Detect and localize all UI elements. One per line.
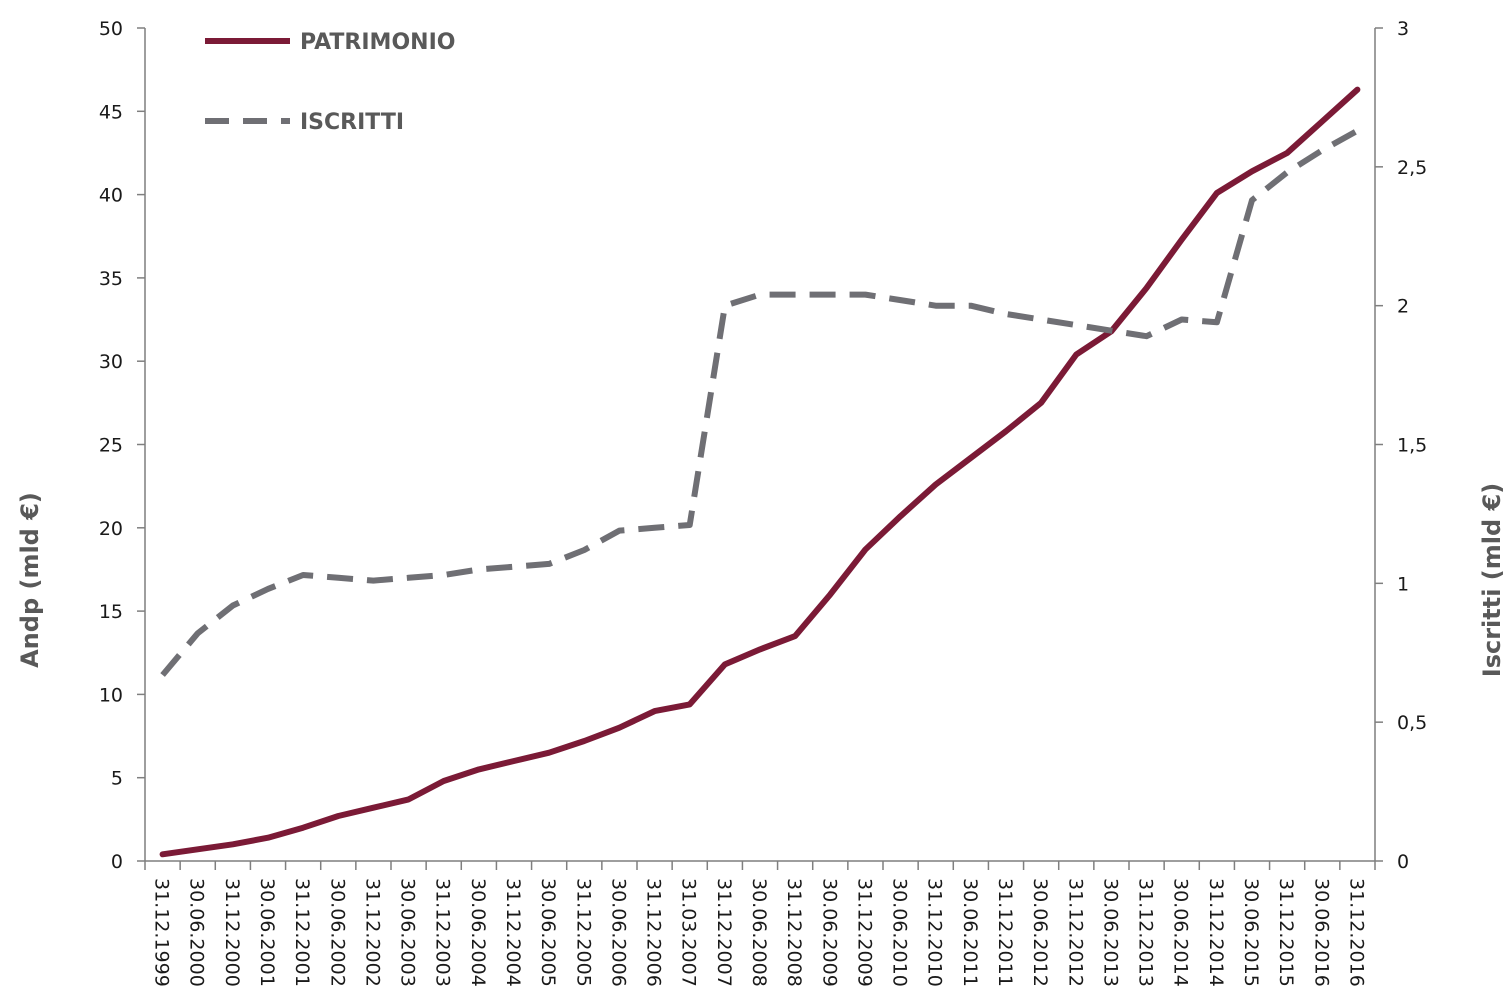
- x-tick-label: 31.12.2015: [1275, 878, 1297, 987]
- left-tick-label: 45: [99, 101, 123, 123]
- x-tick-label: 31.12.2006: [643, 878, 665, 987]
- x-tick-label: 30.06.2008: [748, 878, 770, 987]
- legend: PATRIMONIO ISCRITTI: [205, 30, 455, 135]
- left-tick-label: 50: [99, 18, 123, 40]
- x-tick-label: 31.12.1999: [151, 878, 173, 987]
- x-tick-label: 31.12.2016: [1345, 878, 1367, 987]
- x-tick-label: 30.06.2001: [256, 878, 278, 987]
- x-tick-label: 31.12.2012: [1064, 878, 1086, 987]
- legend-label-iscritti: ISCRITTI: [300, 110, 404, 135]
- x-tick-label: 30.06.2014: [1170, 878, 1192, 987]
- x-tick-label: 31.12.2013: [1135, 878, 1157, 987]
- x-tick-label: 30.06.2000: [186, 878, 208, 987]
- series-lines: [159, 86, 1361, 858]
- x-tick-label: 31.12.2014: [1205, 878, 1227, 987]
- x-tick-label: 30.06.2006: [607, 878, 629, 987]
- right-tick-label: 1,5: [1397, 435, 1427, 457]
- left-tick-label: 15: [99, 601, 123, 623]
- right-tick-label: 2: [1397, 296, 1409, 318]
- x-tick-label: 31.12.2011: [994, 878, 1016, 987]
- left-tick-label: 10: [99, 684, 123, 706]
- x-tick-label: 31.12.2004: [502, 878, 524, 987]
- x-tick-label: 31.12.2010: [924, 878, 946, 987]
- right-y-axis-ticks: 0 0,5 1 1,5 2 2,5 3: [1375, 18, 1427, 873]
- x-tick-label: 31.12.2000: [221, 878, 243, 987]
- x-tick-label: 30.06.2012: [1029, 878, 1051, 987]
- x-axis-ticks: 31.12.1999 30.06.2000 31.12.2000 30.06.2001…: [144, 861, 1376, 987]
- right-axis-title: Iscritti (mld €): [1478, 483, 1506, 677]
- series-line-iscritti: [160, 128, 1359, 677]
- right-tick-label: 1: [1397, 573, 1409, 595]
- x-tick-label: 30.06.2009: [818, 878, 840, 987]
- x-tick-label: 31.12.2002: [361, 878, 383, 987]
- x-tick-label: 30.06.2002: [326, 878, 348, 987]
- x-tick-label: 30.06.2015: [1240, 878, 1262, 987]
- x-tick-label: 31.12.2009: [853, 878, 875, 987]
- right-tick-label: 2,5: [1397, 157, 1427, 179]
- x-tick-label: 30.06.2011: [959, 878, 981, 987]
- right-tick-label: 3: [1397, 18, 1409, 40]
- legend-label-patrimonio: PATRIMONIO: [300, 30, 455, 55]
- left-tick-label: 5: [111, 768, 123, 790]
- x-tick-label: 30.06.2016: [1310, 878, 1332, 987]
- left-y-axis-ticks: 0 5 10 15 20 25 30 35 40 45 50: [99, 18, 145, 873]
- x-tick-label: 30.06.2005: [537, 878, 559, 987]
- left-tick-label: 25: [99, 435, 123, 457]
- series-line-patrimonio: [159, 86, 1361, 858]
- x-tick-label: 31.12.2003: [432, 878, 454, 987]
- x-tick-label: 31.12.2007: [713, 878, 735, 987]
- left-tick-label: 35: [99, 268, 123, 290]
- right-tick-label: 0: [1397, 851, 1409, 873]
- x-tick-label: 30.06.2004: [467, 878, 489, 987]
- left-tick-label: 0: [111, 851, 123, 873]
- x-tick-label: 31.12.2005: [572, 878, 594, 987]
- chart-axes: [144, 28, 1376, 862]
- left-axis-title: Andp (mld €): [16, 492, 44, 668]
- right-tick-label: 0,5: [1397, 712, 1427, 734]
- x-tick-label: 30.06.2003: [397, 878, 419, 987]
- x-tick-label: 31.12.2008: [783, 878, 805, 987]
- x-tick-label: 31.03.2007: [678, 878, 700, 987]
- x-tick-label: 30.06.2013: [1099, 878, 1121, 987]
- x-tick-label: 31.12.2001: [291, 878, 313, 987]
- left-tick-label: 30: [99, 351, 123, 373]
- x-tick-label: 30.06.2010: [889, 878, 911, 987]
- left-tick-label: 20: [99, 518, 123, 540]
- left-tick-label: 40: [99, 185, 123, 207]
